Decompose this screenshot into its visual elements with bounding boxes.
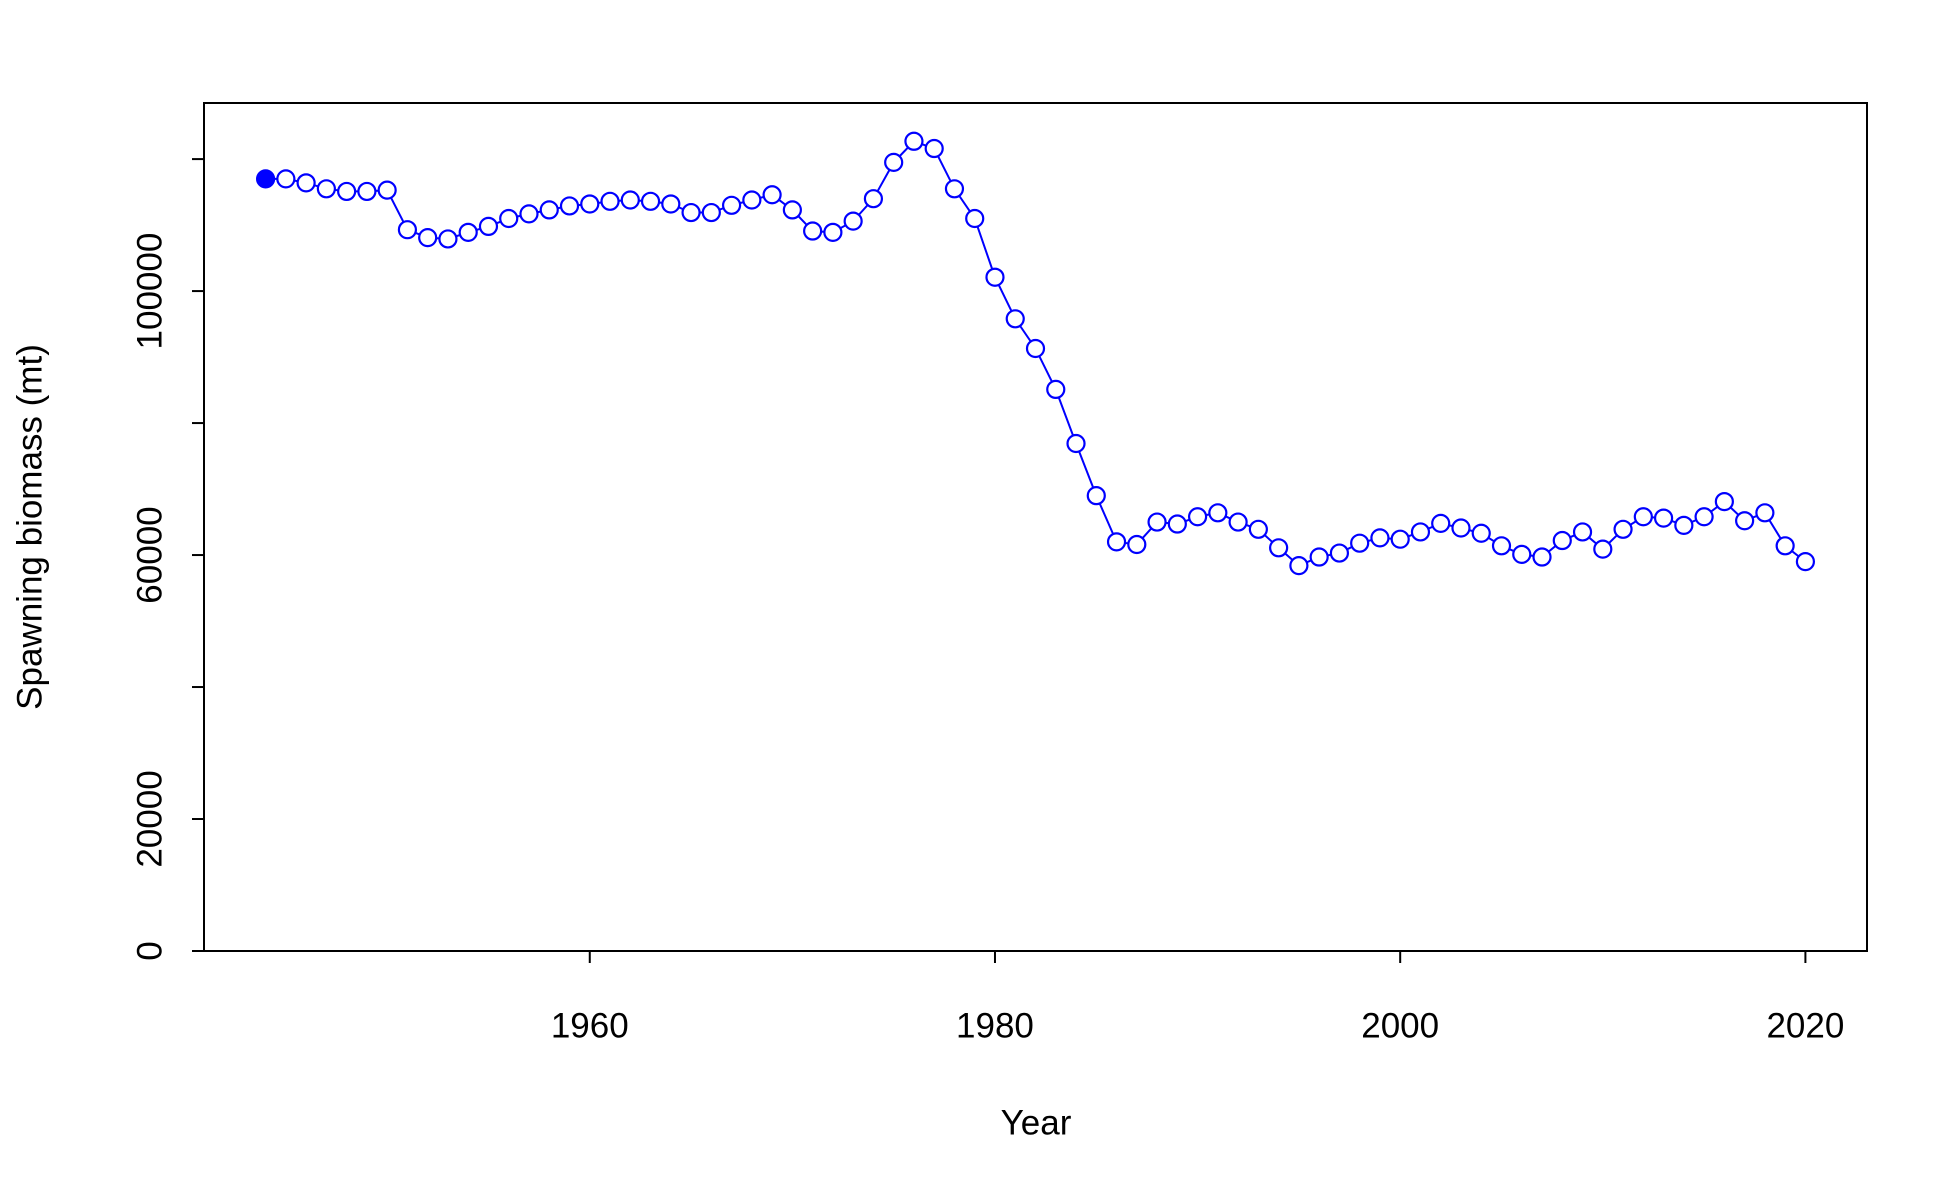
data-point <box>985 267 1005 287</box>
plot-box <box>203 102 1868 952</box>
data-point <box>742 190 762 210</box>
data-point <box>843 211 863 231</box>
data-point <box>478 216 499 237</box>
data-point <box>296 173 316 193</box>
data-point <box>539 200 559 220</box>
x-tick-label: 1980 <box>956 1006 1034 1045</box>
data-point <box>397 220 418 240</box>
data-point <box>1755 503 1775 523</box>
data-point <box>1289 556 1309 576</box>
data-point <box>884 152 904 172</box>
data-point <box>559 196 580 216</box>
data-point <box>357 181 377 202</box>
data-point <box>1167 514 1187 534</box>
data-point <box>1532 547 1552 567</box>
data-point <box>1106 532 1127 552</box>
data-point <box>1795 552 1816 572</box>
data-point <box>782 200 802 220</box>
data-point <box>1390 529 1410 549</box>
data-point <box>965 208 985 229</box>
data-point <box>1552 530 1572 551</box>
data-point <box>904 131 924 151</box>
data-point <box>255 169 276 189</box>
data-point <box>1350 533 1370 553</box>
y-tick-label: 60000 <box>130 506 169 603</box>
data-point <box>1086 486 1106 506</box>
data-point <box>438 229 458 249</box>
data-point <box>1208 503 1228 523</box>
x-tick-label: 2000 <box>1361 1006 1439 1045</box>
y-tick-label: 100000 <box>130 233 169 350</box>
data-point <box>1187 507 1208 527</box>
data-point <box>1370 528 1390 548</box>
data-point <box>1228 512 1248 532</box>
data-point <box>640 191 661 211</box>
data-point <box>1127 534 1147 555</box>
data-point <box>1005 309 1025 329</box>
data-point <box>681 202 701 223</box>
data-point <box>1512 544 1532 564</box>
data-point <box>1653 508 1674 528</box>
data-point <box>600 191 620 211</box>
y-tick-label: 0 <box>130 941 169 960</box>
data-point <box>1775 536 1795 556</box>
x-tick-label: 2020 <box>1766 1006 1844 1045</box>
data-point <box>1431 513 1451 533</box>
data-point <box>803 221 823 241</box>
data-point <box>337 181 357 202</box>
data-point <box>1329 543 1350 563</box>
data-point <box>823 222 843 242</box>
data-point <box>1451 518 1471 538</box>
data-point <box>1613 519 1633 539</box>
data-point <box>721 195 742 215</box>
data-point <box>1269 538 1289 558</box>
data-point <box>1735 511 1755 531</box>
data-point <box>1046 379 1066 400</box>
y-tick-label: 20000 <box>130 770 169 867</box>
data-point <box>924 138 944 159</box>
data-point <box>1248 519 1268 539</box>
data-point <box>418 228 438 248</box>
data-point <box>863 189 884 209</box>
data-point <box>661 194 681 214</box>
data-point <box>1694 507 1714 527</box>
data-point <box>1714 491 1734 512</box>
data-point <box>1025 338 1046 359</box>
data-point <box>1147 512 1167 532</box>
data-point <box>1410 522 1431 542</box>
data-point <box>519 204 539 224</box>
y-axis-label: Spawning biomass (mt) <box>10 344 49 710</box>
data-point <box>762 185 782 205</box>
data-point <box>701 202 721 223</box>
data-point <box>1593 539 1613 559</box>
data-point <box>377 180 397 200</box>
data-point <box>276 169 296 189</box>
data-point <box>1674 515 1694 535</box>
data-point <box>1572 522 1593 542</box>
data-point <box>316 179 336 199</box>
data-point <box>1471 523 1491 543</box>
data-point <box>620 190 640 210</box>
data-point <box>499 208 519 229</box>
data-point <box>1491 536 1512 556</box>
data-point <box>944 179 965 199</box>
data-point <box>1633 507 1653 527</box>
data-point <box>580 194 600 214</box>
x-axis-label: Year <box>1001 1103 1072 1142</box>
data-point <box>1309 547 1329 567</box>
data-point <box>1066 433 1086 454</box>
data-point <box>458 222 478 242</box>
x-tick-label: 1960 <box>551 1006 629 1045</box>
